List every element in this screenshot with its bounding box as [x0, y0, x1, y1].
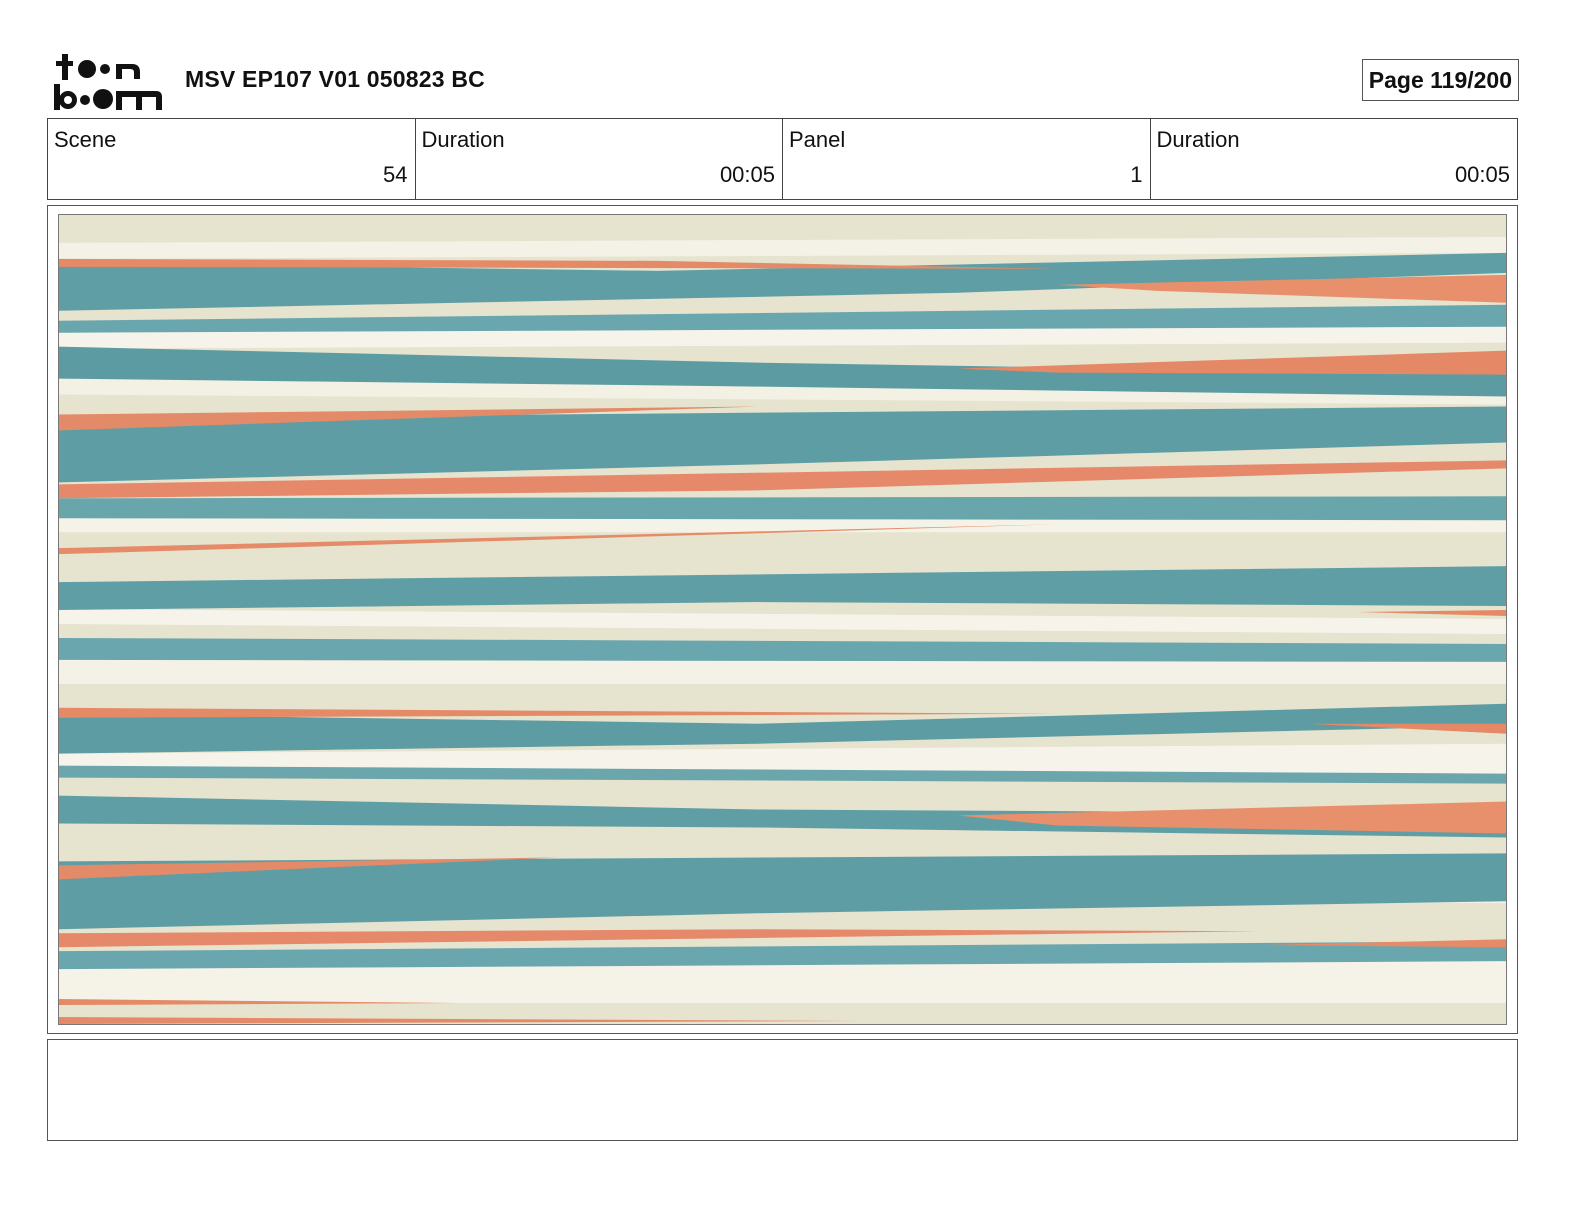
panel-duration-label: Duration [1156, 127, 1240, 152]
panel-duration-cell: Duration 00:05 [1151, 119, 1518, 199]
striped-artwork-image [59, 215, 1506, 1024]
scene-label: Scene [54, 127, 117, 152]
panel-artwork [58, 214, 1507, 1025]
toon-boom-logo [52, 52, 164, 112]
document-title: MSV EP107 V01 050823 BC [185, 66, 485, 92]
scene-cell: Scene 54 [48, 119, 416, 199]
scene-duration-cell: Duration 00:05 [416, 119, 783, 199]
panel-notes-area [47, 1039, 1518, 1141]
storyboard-panel-frame [47, 205, 1518, 1034]
scene-duration-value: 00:05 [719, 162, 775, 187]
panel-value: 1 [1130, 162, 1143, 187]
panel-cell: Panel 1 [783, 119, 1151, 199]
page-indicator: Page 119/200 [1361, 59, 1519, 101]
scene-info-table: Scene 54 Duration 00:05 Panel 1 Duration… [47, 118, 1518, 200]
scene-duration-label: Duration [421, 127, 505, 152]
panel-duration-value: 00:05 [1454, 162, 1510, 187]
scene-value: 54 [383, 162, 408, 187]
panel-label: Panel [789, 127, 846, 152]
